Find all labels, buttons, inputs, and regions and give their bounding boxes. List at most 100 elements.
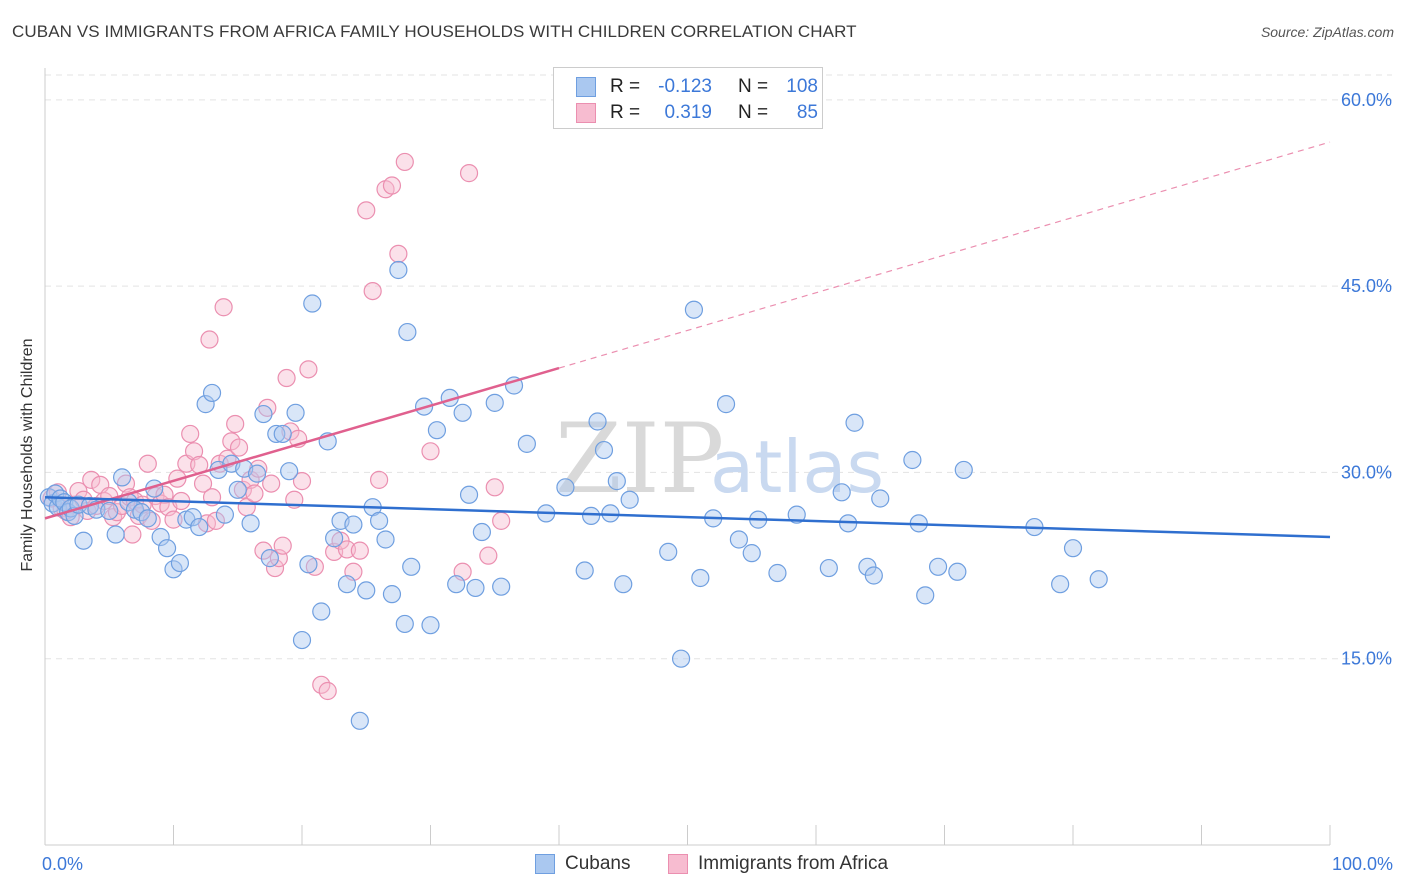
cuban-point <box>614 575 633 594</box>
cuban-point <box>190 517 209 537</box>
africa-point <box>299 360 318 379</box>
cuban-point <box>588 412 607 431</box>
africa-point <box>123 525 142 544</box>
legend-row-africa: R = 0.319 N = 85 <box>576 101 818 125</box>
cuban-point <box>954 460 973 480</box>
cubans-legend-swatch <box>535 854 555 874</box>
cuban-point <box>138 509 157 528</box>
cuban-point <box>472 522 491 542</box>
cuban-point <box>916 586 935 605</box>
cuban-point <box>241 514 260 533</box>
axes <box>44 68 1331 846</box>
cubans-swatch <box>576 77 596 97</box>
cuban-point <box>196 395 215 414</box>
cuban-point <box>267 424 286 444</box>
x-tick-label-min: 0.0% <box>42 854 83 874</box>
cuban-point <box>337 575 357 594</box>
africa-point <box>164 510 183 529</box>
cuban-point <box>398 322 417 342</box>
cuban-point <box>671 649 691 668</box>
cuban-point <box>280 462 299 481</box>
africa-point <box>226 414 245 434</box>
r-label: R = <box>610 76 641 97</box>
africa-point <box>184 442 204 461</box>
cubans-n-value: 108 <box>786 76 818 97</box>
africa-point <box>262 474 281 493</box>
africa-trend-line <box>44 366 560 520</box>
africa-point <box>421 442 440 461</box>
tick-labels: 15.0% 30.0% 45.0% 60.0% 0.0% 100.0% <box>42 90 1393 874</box>
cuban-point <box>864 566 883 585</box>
cuban-point <box>344 515 363 534</box>
cuban-point <box>948 562 967 581</box>
cuban-point <box>928 557 948 576</box>
cuban-point <box>684 300 704 319</box>
africa-point <box>193 474 213 493</box>
y-tick-label: 45.0% <box>1341 276 1392 296</box>
cuban-point <box>594 440 614 460</box>
africa-point <box>370 470 389 489</box>
africa-point <box>389 244 408 263</box>
cuban-point <box>183 508 202 527</box>
africa-n-value: 85 <box>796 102 818 123</box>
africa-point <box>395 152 414 172</box>
cuban-point <box>716 395 736 414</box>
cuban-point <box>112 468 132 487</box>
cuban-point <box>170 553 190 573</box>
africa-point <box>229 438 249 457</box>
gridlines <box>45 74 1392 660</box>
africa-point <box>69 481 88 501</box>
cuban-point <box>350 711 369 730</box>
africa-point <box>138 454 157 473</box>
cuban-point <box>106 525 125 544</box>
africa-point <box>273 536 292 555</box>
cuban-point <box>620 490 639 509</box>
cuban-point <box>485 393 504 412</box>
africa-point <box>245 484 264 503</box>
cuban-point <box>395 614 414 634</box>
cuban-point <box>787 505 806 524</box>
cuban-point <box>100 501 119 521</box>
africa-point <box>485 478 504 497</box>
cuban-point <box>575 561 594 580</box>
africa-point <box>265 558 285 578</box>
cubans-trend-line <box>44 496 1331 539</box>
watermark-zip: ZIP <box>555 403 724 515</box>
bottom-legend-africa: Immigrants from Africa <box>668 852 888 876</box>
cuban-point <box>215 505 234 524</box>
cuban-point <box>312 602 331 621</box>
cuban-point <box>247 464 267 483</box>
africa-point <box>200 330 219 349</box>
cuban-point <box>903 450 922 470</box>
cuban-point <box>303 294 322 313</box>
cuban-point <box>768 563 787 583</box>
cuban-point <box>228 480 247 499</box>
source-label: Source: ZipAtlas.com <box>1260 24 1394 40</box>
r-label: R = <box>610 102 641 123</box>
africa-point <box>492 511 511 530</box>
cubans-legend-label: Cubans <box>565 853 631 874</box>
africa-points <box>42 152 511 701</box>
y-tick-label: 30.0% <box>1341 462 1392 482</box>
cuban-point <box>466 578 485 598</box>
cuban-point <box>382 585 402 604</box>
africa-point <box>350 541 369 560</box>
cuban-point <box>1089 570 1108 589</box>
cuban-point <box>370 511 389 530</box>
cuban-point <box>447 575 466 594</box>
cuban-point <box>151 527 170 547</box>
n-label: N = <box>738 102 769 123</box>
cuban-point <box>492 577 511 596</box>
africa-point <box>363 281 382 301</box>
africa-point <box>82 470 101 489</box>
cuban-point <box>819 558 838 578</box>
cuban-point <box>260 549 279 568</box>
x-tick-label-max: 100.0% <box>1332 854 1393 874</box>
africa-legend-swatch <box>668 854 688 874</box>
cuban-point <box>1063 539 1083 558</box>
africa-point <box>337 540 357 559</box>
cuban-point <box>453 403 472 422</box>
africa-point <box>181 424 200 444</box>
watermark: ZIP atlas <box>555 403 884 515</box>
